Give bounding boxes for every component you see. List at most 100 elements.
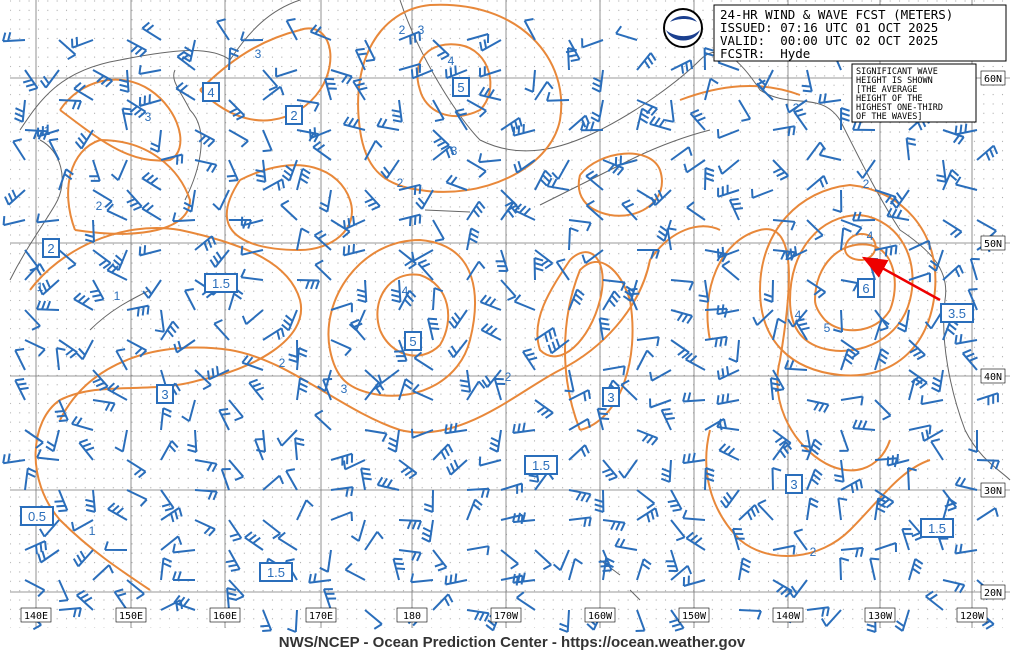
wave-height-box	[785, 474, 803, 494]
wind-barb	[364, 382, 385, 401]
wind-barb	[908, 369, 928, 389]
wind-barb	[793, 108, 808, 131]
wind-barb	[37, 279, 60, 296]
wind-barb	[115, 348, 128, 371]
wind-barb	[772, 544, 796, 555]
wind-barb	[908, 239, 931, 251]
longitude-label: 180	[403, 611, 421, 622]
wind-barb	[58, 339, 78, 359]
wind-barb	[976, 459, 1000, 470]
contour-label: 5	[824, 321, 831, 335]
wind-barb	[172, 543, 196, 554]
wind-barb	[704, 467, 715, 491]
wave-height-box	[202, 82, 220, 102]
wind-barb	[466, 99, 487, 118]
wind-barb	[833, 459, 845, 483]
wind-barb	[568, 418, 591, 431]
wind-barb	[398, 30, 421, 45]
wind-barb	[840, 227, 852, 251]
wind-barb	[322, 378, 333, 401]
wind-barb	[636, 507, 659, 523]
wind-barb	[75, 339, 94, 361]
wind-barb	[172, 212, 196, 223]
wind-barb	[721, 260, 740, 281]
wind-barb	[39, 519, 60, 538]
wind-barb	[24, 339, 46, 357]
wind-barb	[704, 77, 719, 101]
wind-barb	[432, 145, 455, 161]
wind-barb	[194, 489, 218, 501]
wind-barb	[908, 558, 924, 581]
wind-barb	[296, 167, 311, 191]
wind-barb	[704, 167, 715, 191]
wave-height-box	[857, 278, 875, 298]
wind-barb	[58, 39, 77, 61]
wind-barb	[716, 418, 740, 431]
wind-barb	[869, 557, 880, 581]
wind-barb	[296, 499, 314, 521]
wind-barb	[466, 33, 490, 44]
wave-height-box	[920, 518, 954, 538]
wind-barb	[398, 519, 422, 530]
wind-barb	[602, 557, 615, 581]
fine-grid	[10, 0, 1010, 628]
wind-barb	[296, 99, 320, 112]
wind-barb	[55, 347, 66, 371]
longitude-label-box	[490, 607, 522, 623]
wind-barb	[390, 279, 402, 303]
wind-barb	[209, 249, 230, 268]
longitude-label-box	[209, 607, 241, 623]
wind-barb	[24, 129, 48, 140]
wave-height-box	[404, 331, 422, 351]
wind-barb	[601, 459, 618, 482]
wind-barb	[886, 453, 910, 467]
wind-barb	[392, 557, 406, 581]
wind-barb	[856, 159, 876, 179]
wind-barb	[787, 579, 808, 599]
wind-barb	[466, 227, 480, 251]
wind-barb	[649, 369, 672, 382]
wind-barb	[534, 169, 553, 191]
contour-label: 3	[341, 382, 348, 396]
wind-barb	[669, 609, 685, 632]
wind-barb	[126, 304, 150, 317]
wind-barb	[447, 339, 468, 359]
latitude-label: 60N	[984, 74, 1002, 85]
wind-barb	[377, 369, 400, 384]
wind-barb	[73, 292, 94, 311]
header-line: 24-HR WIND & WAVE FCST (METERS)	[720, 7, 953, 22]
wind-barb	[555, 258, 570, 281]
wind-barb	[581, 249, 604, 264]
wind-barb	[685, 352, 706, 371]
wind-barb	[444, 422, 468, 435]
wind-barb	[840, 478, 863, 494]
contour-label: 3	[145, 110, 152, 124]
wind-barb	[514, 203, 536, 221]
wind-barb	[398, 213, 422, 227]
wind-barb	[421, 519, 434, 543]
wind-barb	[920, 395, 944, 406]
wave-height-box	[156, 384, 174, 404]
wind-barb	[398, 62, 422, 73]
wind-barb	[925, 590, 944, 611]
wind-barb	[598, 549, 613, 573]
contour-label: 4	[448, 54, 455, 68]
wind-barb	[591, 69, 604, 93]
wave-height-box	[524, 455, 558, 475]
wind-barb	[398, 289, 417, 311]
wind-barb	[886, 207, 910, 221]
wind-barb	[489, 429, 502, 453]
contour-label: 2	[397, 176, 404, 190]
wind-barb	[568, 489, 592, 503]
wind-barb	[89, 279, 105, 302]
wind-barb	[228, 519, 243, 542]
wind-barb	[277, 531, 298, 551]
wind-barb	[330, 452, 354, 466]
wind-barb	[126, 579, 145, 600]
wind-barb	[207, 366, 230, 381]
wind-barb	[172, 571, 195, 581]
wind-barb	[614, 537, 638, 551]
wind-barb	[621, 199, 638, 221]
wind-barb	[670, 564, 693, 581]
latitude-label-box	[980, 235, 1006, 251]
